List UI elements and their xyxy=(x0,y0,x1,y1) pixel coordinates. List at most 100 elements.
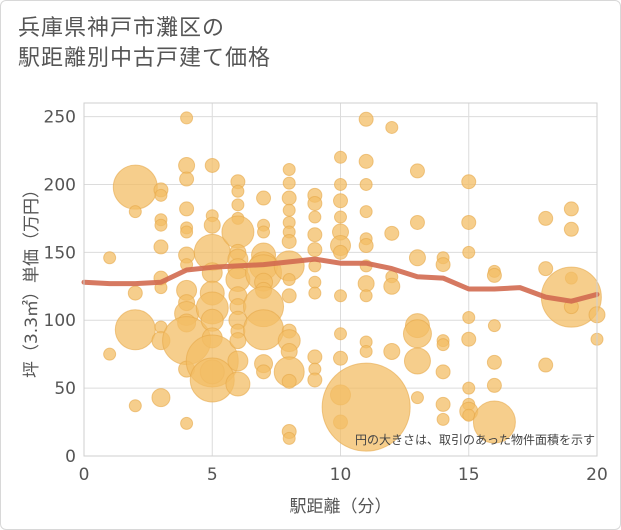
bubble-point xyxy=(462,311,476,325)
bubble-point xyxy=(333,193,348,209)
bubble-point xyxy=(408,249,426,267)
bubble-point xyxy=(282,203,296,217)
bubble-point xyxy=(359,177,373,191)
x-axis-label: 駅距離（分） xyxy=(290,497,392,517)
bubble-point xyxy=(358,238,374,254)
bubble-point xyxy=(112,164,158,210)
y-tick-label: 100 xyxy=(44,311,76,331)
bubble-point xyxy=(384,225,400,241)
bubble-point xyxy=(154,188,168,202)
bubble-point xyxy=(243,309,285,351)
x-tick-label: 20 xyxy=(586,465,608,485)
bubble-point xyxy=(227,350,249,372)
x-tick-label: 0 xyxy=(79,465,90,485)
bubble-point xyxy=(151,388,171,408)
y-tick-label: 0 xyxy=(65,447,76,467)
bubble-point xyxy=(472,400,516,444)
bubble-point xyxy=(257,225,271,239)
bubble-point xyxy=(180,111,194,125)
bubble-point xyxy=(225,371,251,397)
bubble-point xyxy=(563,201,579,217)
bubble-size-note: 円の大きさは、取引のあった物件面積を示す xyxy=(355,432,595,447)
bubble-point xyxy=(307,242,323,258)
bubble-point xyxy=(334,289,347,303)
x-tick-labels: 0 5 10 15 20 xyxy=(79,465,608,485)
y-tick-labels: 0 50 100 150 200 250 xyxy=(44,108,76,467)
bubble-point xyxy=(435,257,451,273)
bubble-point xyxy=(204,157,220,173)
bubble-point xyxy=(359,205,373,219)
bubble-point xyxy=(282,176,296,190)
bubble-point xyxy=(487,319,501,333)
bubble-point xyxy=(128,205,142,219)
bubble-point xyxy=(333,244,348,260)
bubble-point xyxy=(103,347,117,361)
bubble-point xyxy=(221,215,255,249)
bubble-point xyxy=(308,275,322,289)
bubble-point xyxy=(333,350,348,366)
bubble-point xyxy=(281,190,297,206)
bubble-point xyxy=(127,285,143,301)
bubble-point xyxy=(410,391,424,405)
x-tick-label: 5 xyxy=(207,465,218,485)
bubble-point xyxy=(307,195,323,211)
bubble-point xyxy=(563,221,579,237)
bubble-point xyxy=(436,412,450,426)
bubble-point xyxy=(461,214,477,230)
title-line-1: 兵庫県神戸市灘区の xyxy=(18,16,226,41)
bubble-point xyxy=(307,227,323,243)
bubble-point xyxy=(178,156,196,174)
bubble-point xyxy=(180,225,194,239)
y-tick-label: 150 xyxy=(44,243,76,263)
trend-line xyxy=(81,256,600,304)
bubble-point xyxy=(486,377,502,393)
bubble-point xyxy=(402,319,432,349)
bubble-point xyxy=(334,150,347,164)
bubble-point xyxy=(308,210,322,224)
bubble-point xyxy=(307,372,323,388)
chart-title: 兵庫県神戸市灘区の 駅距離別中古戸建て価格 xyxy=(18,14,271,74)
bubble-point xyxy=(282,431,296,445)
bubble-point xyxy=(153,239,169,255)
y-tick-label: 50 xyxy=(54,379,76,399)
x-tick-label: 15 xyxy=(458,465,480,485)
bubble-point xyxy=(409,163,425,179)
bubble-point xyxy=(179,201,195,217)
bubble-point xyxy=(462,408,476,422)
bubble-point xyxy=(179,171,195,187)
bubble-point xyxy=(461,331,477,347)
bubble-point xyxy=(307,349,323,365)
bubble-point xyxy=(461,174,477,190)
bubble-point xyxy=(281,288,297,304)
bubble-point xyxy=(114,309,156,351)
y-axis-label: 坪（3.3㎡）単価（万円） xyxy=(22,181,42,378)
bubble-point xyxy=(256,190,272,206)
bubble-point xyxy=(281,373,297,389)
bubble-point xyxy=(231,198,245,212)
bubble-point xyxy=(334,327,347,341)
plot-area xyxy=(83,102,598,457)
y-tick-label: 200 xyxy=(44,175,76,195)
bubble-point xyxy=(103,251,117,265)
bubble-point xyxy=(180,416,194,430)
bubble-point xyxy=(403,347,431,375)
y-tick-label: 250 xyxy=(44,108,76,128)
bubble-point xyxy=(256,364,272,380)
bubble-point xyxy=(308,286,322,300)
bubble-point xyxy=(203,216,221,234)
bubble-point xyxy=(435,396,451,412)
bubble-point xyxy=(359,289,373,303)
bubbles xyxy=(103,111,606,452)
title-line-2: 駅距離別中古戸建て価格 xyxy=(18,46,272,71)
bubble-point xyxy=(538,261,554,277)
x-tick-label: 10 xyxy=(330,465,352,485)
bubble-point xyxy=(462,381,476,395)
bubble-point xyxy=(486,354,502,370)
bubble-point xyxy=(231,184,245,198)
bubble-point xyxy=(334,177,347,191)
bubble-point xyxy=(334,210,347,224)
bubble-point xyxy=(357,275,375,293)
bubble-point xyxy=(436,338,450,352)
bubble-point xyxy=(282,163,296,177)
